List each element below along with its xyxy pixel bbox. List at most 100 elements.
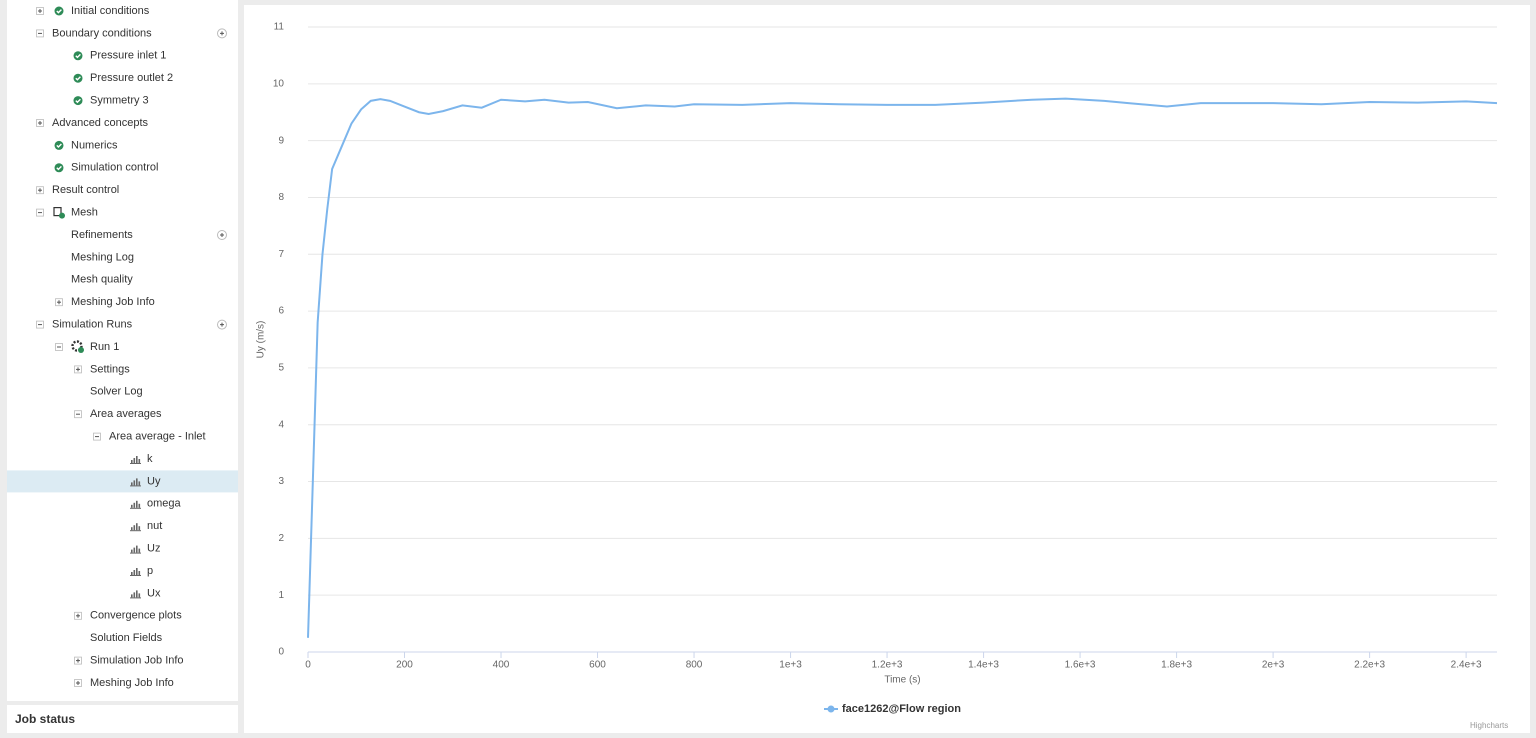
check-icon: [73, 73, 83, 83]
tree-item[interactable]: p: [147, 565, 153, 577]
y-tick-label: 7: [278, 249, 284, 260]
run-status: [78, 347, 84, 353]
y-tick-label: 5: [278, 363, 284, 374]
tree-item[interactable]: Simulation control: [71, 162, 158, 174]
y-tick-label: 4: [278, 419, 284, 430]
tree-item[interactable]: Pressure inlet 1: [90, 50, 166, 62]
mesh-icon: [53, 207, 62, 217]
check-icon: [54, 163, 64, 173]
tree-item[interactable]: Simulation Job Info: [90, 655, 184, 667]
tree-item[interactable]: Initial conditions: [71, 5, 150, 17]
chart-icon-bar: [136, 568, 138, 575]
chart-icon-bar: [136, 523, 138, 531]
chart-icon-bar: [131, 460, 133, 463]
tree-item[interactable]: Mesh quality: [71, 274, 133, 286]
chart-icon-bar: [136, 590, 138, 598]
tree-item[interactable]: Simulation Runs: [52, 319, 133, 331]
check-icon: [54, 140, 64, 150]
check-icon: [73, 96, 83, 106]
x-tick-label: 800: [686, 660, 703, 671]
x-tick-label: 0: [305, 660, 311, 671]
chart-icon-bar: [138, 593, 141, 598]
tree-item[interactable]: Meshing Job Info: [71, 296, 155, 308]
tree-item[interactable]: Settings: [90, 363, 130, 375]
chart-icon-bar: [138, 481, 141, 486]
chart-icon-bar: [131, 482, 133, 486]
chart-icon-bar: [133, 547, 136, 553]
chart-icon-bar: [133, 480, 136, 486]
y-tick-label: 11: [274, 22, 285, 33]
check-mark: [75, 76, 81, 81]
tree-item[interactable]: Meshing Job Info: [90, 677, 174, 689]
tree-item[interactable]: Pressure outlet 2: [90, 72, 173, 84]
chart-icon-bar: [131, 549, 133, 553]
run-icon: [71, 340, 83, 352]
tree-item[interactable]: Ux: [147, 587, 161, 599]
chart-icon-bar: [133, 502, 136, 508]
x-tick-label: 2.4e+3: [1451, 660, 1482, 671]
check-mark: [56, 165, 62, 171]
tree-item[interactable]: Boundary conditions: [52, 27, 152, 39]
tree-item[interactable]: Symmetry 3: [90, 95, 149, 107]
chart-icon-bar: [138, 526, 141, 531]
tree-item[interactable]: k: [147, 453, 153, 465]
chart-icon-bar: [138, 503, 141, 508]
chart-icon-bar: [138, 571, 141, 575]
x-tick-label: 200: [396, 660, 413, 671]
tree-item[interactable]: Refinements: [71, 229, 133, 241]
x-tick-label: 1.4e+3: [968, 660, 999, 671]
y-tick-label: 6: [278, 306, 284, 317]
tree-item[interactable]: Numerics: [71, 139, 118, 151]
x-axis-title: Time (s): [884, 675, 920, 686]
chart-icon-bar: [131, 572, 133, 575]
chart-icon-bar: [136, 545, 138, 553]
tree-item[interactable]: Area average - Inlet: [109, 431, 206, 443]
tree-item[interactable]: Uy: [147, 475, 161, 487]
tree-item[interactable]: Run 1: [90, 341, 119, 353]
tree-item[interactable]: Convergence plots: [90, 610, 182, 622]
tree-item[interactable]: nut: [147, 520, 162, 532]
add-plus: [220, 322, 224, 327]
data-line: [307, 97, 1498, 638]
add-plus: [220, 31, 224, 36]
tree: Initial conditions Boundary conditions Pre…: [7, 5, 238, 689]
chart-icon-bar: [136, 500, 138, 508]
tree-item[interactable]: Result control: [52, 184, 119, 196]
check-mark: [75, 98, 81, 104]
tree-item[interactable]: Uz: [147, 543, 160, 555]
chart-icon-bar: [131, 504, 133, 508]
tree-item[interactable]: Mesh: [71, 207, 98, 219]
y-tick-label: 10: [273, 78, 285, 89]
chart-icon-bar: [136, 478, 138, 486]
y-tick-label: 8: [278, 192, 284, 203]
credits: Highcharts: [1470, 721, 1508, 730]
chart-icon-bar: [138, 548, 141, 553]
x-tick-label: 600: [589, 660, 606, 671]
x-tick-label: 1.6e+3: [1065, 660, 1096, 671]
legend-symbol: [827, 705, 835, 713]
x-tick-label: 1e+3: [779, 660, 802, 671]
legend-item[interactable]: face1262@Flow region: [842, 703, 961, 715]
x-tick-label: 2.2e+3: [1354, 660, 1385, 671]
tree-item[interactable]: Solution Fields: [90, 632, 163, 644]
tree-item[interactable]: Area averages: [90, 408, 162, 420]
chart-icon-bar: [133, 458, 136, 463]
check-icon: [73, 51, 83, 61]
chart: 0 1 2 3 4 5 6 7 8 9 10 11 0 200 400 600 800 1e+3 1.2e+3 1.4…: [256, 22, 1509, 730]
job-status[interactable]: Job status: [7, 705, 238, 733]
add-plus: [220, 233, 224, 237]
x-tick-label: 2e+3: [1262, 660, 1285, 671]
tree-item[interactable]: Solver Log: [90, 386, 143, 398]
x-tick-label: 1.2e+3: [872, 660, 903, 671]
mesh-status: [59, 212, 65, 219]
tree-item[interactable]: omega: [147, 498, 182, 510]
tree-item[interactable]: Meshing Log: [71, 251, 134, 263]
tree-item[interactable]: Advanced concepts: [52, 117, 149, 129]
x-tick-label: 400: [493, 660, 510, 671]
y-axis-title: Uy (m/s): [256, 321, 267, 359]
chart-icon-bar: [133, 525, 136, 531]
check-icon: [54, 6, 64, 16]
y-tick-label: 2: [278, 533, 284, 544]
chart-panel: 0 1 2 3 4 5 6 7 8 9 10 11 0 200 400 600 800 1e+3 1.2e+3 1.4…: [244, 5, 1530, 733]
chart-icon-bar: [133, 570, 136, 575]
